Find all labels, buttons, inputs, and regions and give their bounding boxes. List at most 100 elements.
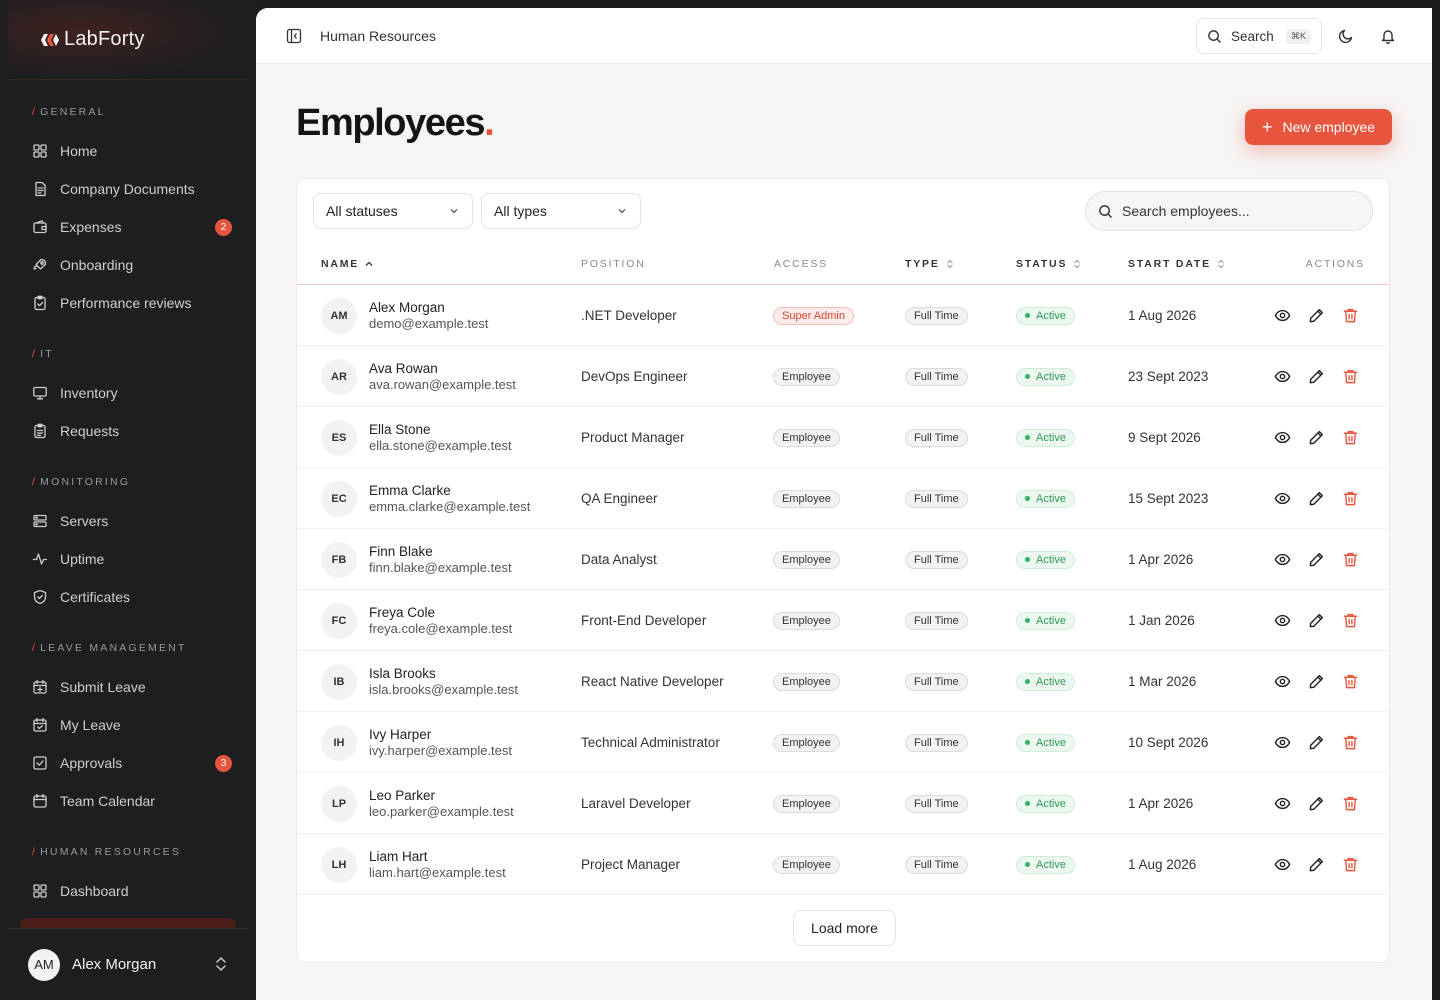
edit-icon[interactable] xyxy=(1308,368,1326,386)
table-row[interactable]: FB Finn Blake finn.blake@example.test Data … xyxy=(297,529,1389,590)
delete-icon[interactable] xyxy=(1342,856,1360,874)
sidebar-item-servers[interactable]: Servers xyxy=(0,502,256,540)
view-icon[interactable] xyxy=(1274,856,1292,874)
view-icon[interactable] xyxy=(1274,673,1292,691)
delete-icon[interactable] xyxy=(1342,734,1360,752)
table-row[interactable]: LP Leo Parker leo.parker@example.test Larav… xyxy=(297,773,1389,834)
view-icon[interactable] xyxy=(1274,551,1292,569)
sidebar-item-company-documents[interactable]: Company Documents xyxy=(0,170,256,208)
type-filter-select[interactable]: All types xyxy=(481,193,641,229)
edit-icon[interactable] xyxy=(1308,551,1326,569)
employee-email: emma.clarke@example.test xyxy=(369,498,531,514)
sidebar-item-my-leave[interactable]: My Leave xyxy=(0,706,256,744)
view-icon[interactable] xyxy=(1274,368,1292,386)
user-menu[interactable]: AM Alex Morgan xyxy=(8,928,248,1000)
view-icon[interactable] xyxy=(1274,612,1292,630)
sort-icon xyxy=(1218,259,1224,269)
delete-icon[interactable] xyxy=(1342,612,1360,630)
table-row[interactable]: FC Freya Cole freya.cole@example.test Front… xyxy=(297,590,1389,651)
delete-icon[interactable] xyxy=(1342,307,1360,325)
sidebar-item-dashboard[interactable]: Dashboard xyxy=(0,872,256,910)
position-cell: Data Analyst xyxy=(581,529,657,590)
employee-name[interactable]: Ivy Harper xyxy=(369,726,432,742)
access-cell: Employee xyxy=(773,468,840,529)
employee-name[interactable]: Ava Rowan xyxy=(369,360,438,376)
access-cell: Employee xyxy=(773,834,840,895)
view-icon[interactable] xyxy=(1274,429,1292,447)
employee-name[interactable]: Liam Hart xyxy=(369,848,428,864)
view-icon[interactable] xyxy=(1274,490,1292,508)
sidebar-item-submit-leave[interactable]: Submit Leave xyxy=(0,668,256,706)
sidebar-item-team-calendar[interactable]: Team Calendar xyxy=(0,782,256,820)
employee-name[interactable]: Leo Parker xyxy=(369,787,436,803)
status-filter-select[interactable]: All statuses xyxy=(313,193,473,229)
sidebar-item-label: Inventory xyxy=(60,385,118,401)
type-cell: Full Time xyxy=(905,468,968,529)
column-type[interactable]: Type xyxy=(905,258,954,270)
actions-cell xyxy=(1274,346,1376,407)
avatar: LH xyxy=(321,846,357,883)
column-status[interactable]: Status xyxy=(1016,258,1081,270)
employee-name[interactable]: Alex Morgan xyxy=(369,299,445,315)
edit-icon[interactable] xyxy=(1308,307,1326,325)
sidebar-toggle-icon[interactable] xyxy=(286,28,302,44)
table-row[interactable]: AM Alex Morgan demo@example.test .NET Devel… xyxy=(297,285,1389,346)
employee-name[interactable]: Emma Clarke xyxy=(369,482,451,498)
edit-icon[interactable] xyxy=(1308,429,1326,447)
delete-icon[interactable] xyxy=(1342,368,1360,386)
edit-icon[interactable] xyxy=(1308,734,1326,752)
delete-icon[interactable] xyxy=(1342,551,1360,569)
delete-icon[interactable] xyxy=(1342,795,1360,813)
chevron-up-down-icon[interactable] xyxy=(214,954,228,974)
employee-name[interactable]: Freya Cole xyxy=(369,604,436,620)
employee-position: QA Engineer xyxy=(581,491,658,506)
notifications-button[interactable] xyxy=(1370,18,1406,54)
breadcrumb[interactable]: Human Resources xyxy=(320,27,436,44)
topbar-actions: Search ⌘K xyxy=(1196,18,1406,54)
table-row[interactable]: EC Emma Clarke emma.clarke@example.test QA … xyxy=(297,468,1389,529)
brand[interactable]: LabForty xyxy=(8,0,248,80)
activity-icon xyxy=(32,551,48,567)
column-start-date[interactable]: Start Date xyxy=(1128,258,1225,270)
table-row[interactable]: LH Liam Hart liam.hart@example.test Project… xyxy=(297,834,1389,895)
edit-icon[interactable] xyxy=(1308,673,1326,691)
sidebar-item-approvals[interactable]: Approvals 3 xyxy=(0,744,256,782)
delete-icon[interactable] xyxy=(1342,490,1360,508)
moon-icon xyxy=(1338,29,1353,44)
sidebar-item-home[interactable]: Home xyxy=(0,132,256,170)
sidebar-item-performance-reviews[interactable]: Performance reviews xyxy=(0,284,256,322)
type-badge: Full Time xyxy=(905,428,968,447)
employee-name[interactable]: Finn Blake xyxy=(369,543,433,559)
load-more-button[interactable]: Load more xyxy=(793,910,896,946)
employee-search[interactable] xyxy=(1085,191,1373,231)
delete-icon[interactable] xyxy=(1342,429,1360,447)
new-employee-button[interactable]: + New employee xyxy=(1245,109,1392,145)
actions-cell xyxy=(1274,407,1376,468)
edit-icon[interactable] xyxy=(1308,490,1326,508)
edit-icon[interactable] xyxy=(1308,856,1326,874)
table-row[interactable]: ES Ella Stone ella.stone@example.test Produ… xyxy=(297,407,1389,468)
edit-icon[interactable] xyxy=(1308,612,1326,630)
global-search-button[interactable]: Search ⌘K xyxy=(1196,18,1322,54)
employee-search-input[interactable] xyxy=(1122,203,1342,219)
sidebar-item-certificates[interactable]: Certificates xyxy=(0,578,256,616)
sidebar-item-expenses[interactable]: Expenses 2 xyxy=(0,208,256,246)
sidebar-item-inventory[interactable]: Inventory xyxy=(0,374,256,412)
employee-name[interactable]: Ella Stone xyxy=(369,421,431,437)
view-icon[interactable] xyxy=(1274,795,1292,813)
table-row[interactable]: IB Isla Brooks isla.brooks@example.test Rea… xyxy=(297,651,1389,712)
nav-heading: / Monitoring xyxy=(0,476,256,488)
theme-toggle-button[interactable] xyxy=(1328,18,1364,54)
view-icon[interactable] xyxy=(1274,734,1292,752)
edit-icon[interactable] xyxy=(1308,795,1326,813)
sidebar-item-requests[interactable]: Requests xyxy=(0,412,256,450)
table-row[interactable]: AR Ava Rowan ava.rowan@example.test DevOps … xyxy=(297,346,1389,407)
table-row[interactable]: IH Ivy Harper ivy.harper@example.test Techn… xyxy=(297,712,1389,773)
column-name[interactable]: Name xyxy=(321,258,373,270)
delete-icon[interactable] xyxy=(1342,673,1360,691)
sidebar-item-onboarding[interactable]: Onboarding xyxy=(0,246,256,284)
employee-email: freya.cole@example.test xyxy=(369,620,513,636)
view-icon[interactable] xyxy=(1274,307,1292,325)
employee-name[interactable]: Isla Brooks xyxy=(369,665,436,681)
sidebar-item-uptime[interactable]: Uptime xyxy=(0,540,256,578)
